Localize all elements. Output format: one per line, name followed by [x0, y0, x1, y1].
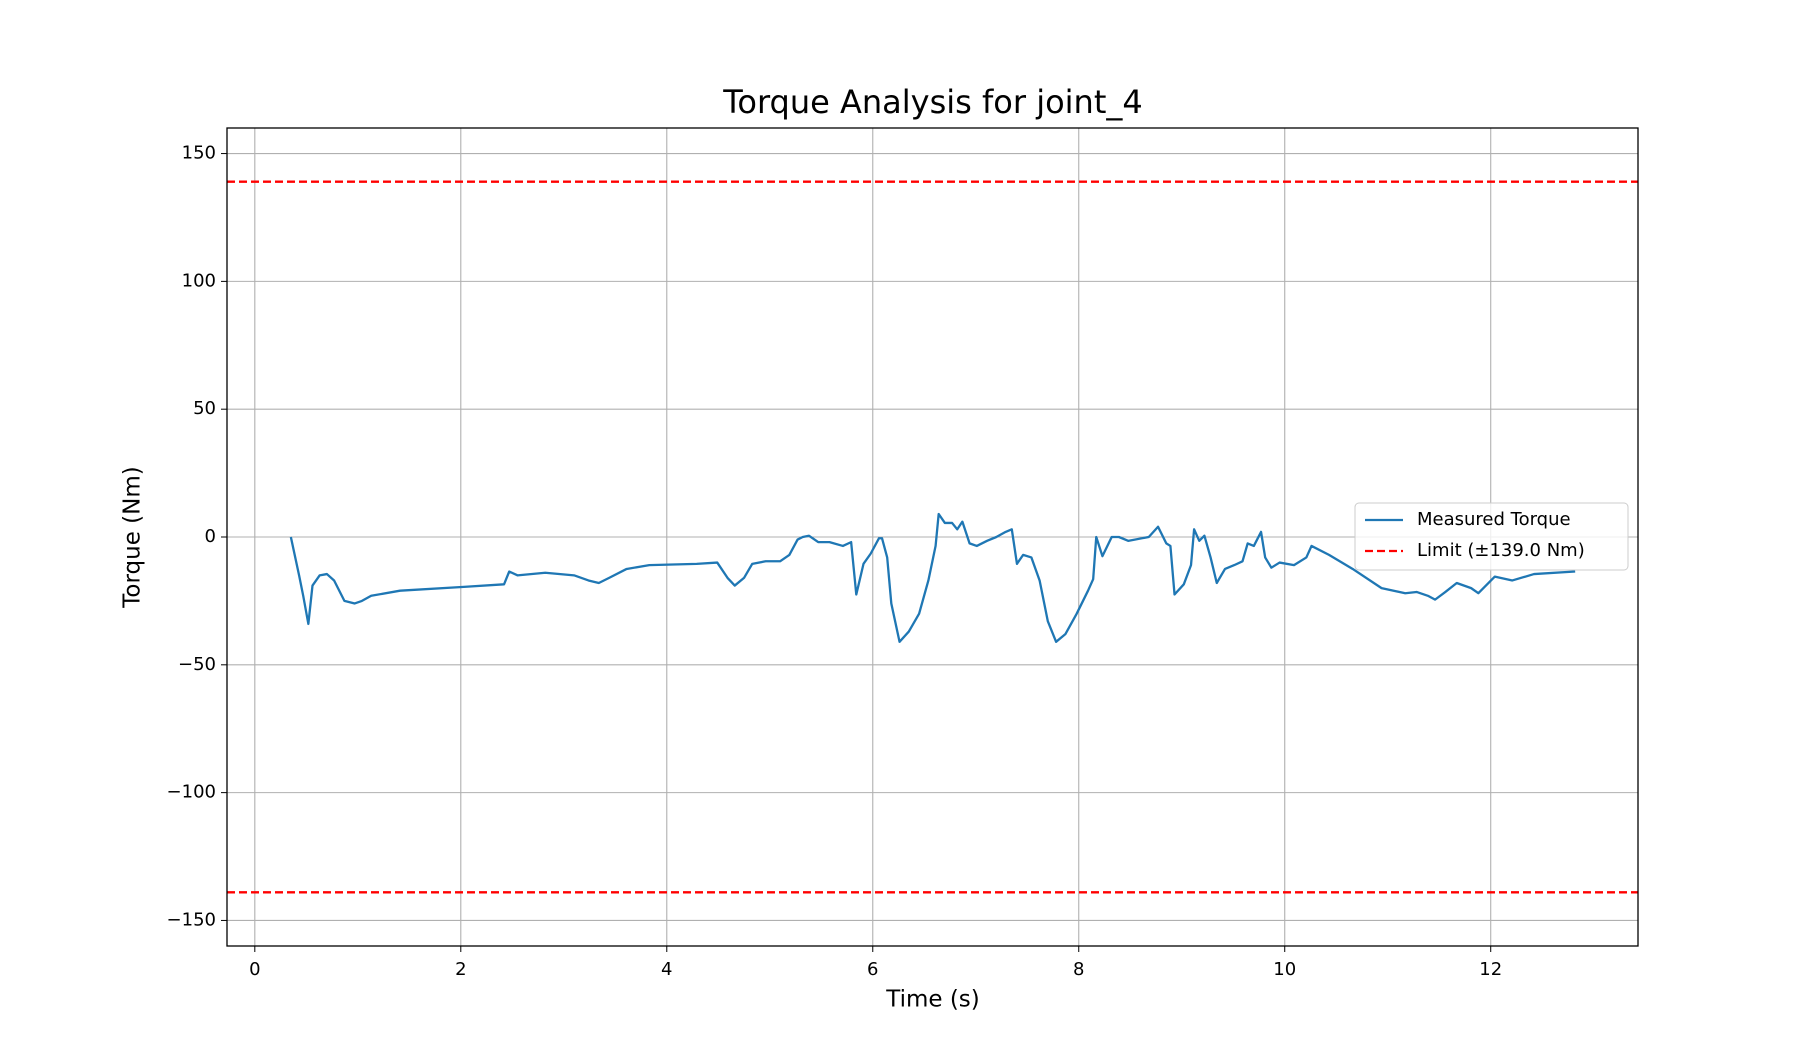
y-tick-label: 150: [182, 143, 216, 164]
x-tick-label: 4: [661, 959, 672, 980]
y-tick-label: −150: [167, 909, 216, 930]
y-tick-label: 100: [182, 270, 216, 291]
plot-frame: [226, 127, 1639, 947]
y-tick-label: −100: [167, 782, 216, 803]
legend-box: [1354, 502, 1629, 571]
chart-title: Torque Analysis for joint_4: [722, 83, 1142, 121]
data-line: [289, 512, 1576, 643]
y-tick-label: 0: [205, 526, 216, 547]
x-tick-label: 0: [249, 959, 260, 980]
x-tick-label: 6: [867, 959, 878, 980]
x-tick-label: 2: [455, 959, 466, 980]
x-tick-label: 8: [1073, 959, 1084, 980]
y-tick-label: −50: [178, 654, 216, 675]
y-axis-label: Torque (Nm): [120, 466, 146, 608]
y-tick-label: 50: [193, 398, 216, 419]
legend-label: Limit (±139.0 Nm): [1417, 540, 1585, 561]
x-tick-label: 12: [1479, 959, 1502, 980]
x-tick-label: 10: [1273, 959, 1296, 980]
legend-label: Measured Torque: [1417, 509, 1571, 530]
x-axis-label: Time (s): [885, 987, 980, 1013]
